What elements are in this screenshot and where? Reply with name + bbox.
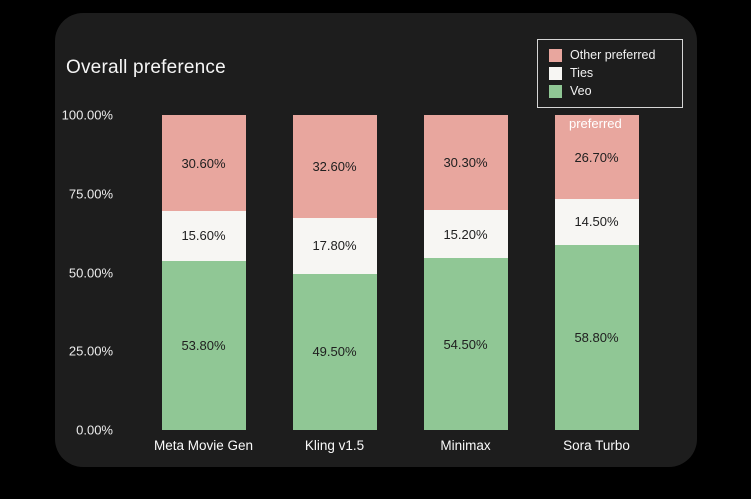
y-axis: 100.00% 75.00% 50.00% 25.00% 0.00% [61, 108, 113, 438]
bar-slot: 30.60% 15.60% 53.80% [138, 115, 269, 430]
x-axis-label: Kling v1.5 [304, 438, 365, 453]
bar-segment-label: 15.60% [181, 228, 226, 244]
bar-segment-veo: 54.50% [423, 258, 508, 430]
bar-segment-label: 32.60% [312, 158, 357, 174]
legend-overflow-label: preferred [569, 116, 622, 131]
bar-slot: 30.30% 15.20% 54.50% [400, 115, 531, 430]
x-axis-label: Sora Turbo [563, 438, 630, 453]
bar-segment-label: 30.30% [443, 155, 488, 171]
bar-slot: 26.70% 14.50% 58.80% [531, 115, 662, 430]
stacked-bar: 26.70% 14.50% 58.80% [554, 115, 639, 430]
stacked-bar: 32.60% 17.80% 49.50% [292, 115, 377, 430]
bar-slot: 32.60% 17.80% 49.50% [269, 115, 400, 430]
bar-segment-veo: 53.80% [161, 260, 246, 430]
bar-segment-veo: 49.50% [292, 273, 377, 430]
bar-segment-label: 30.60% [181, 155, 226, 171]
bar-segment-ties: 17.80% [292, 217, 377, 274]
x-axis: Meta Movie Gen Kling v1.5 Minimax Sora Turb… [138, 438, 662, 453]
x-axis-label: Meta Movie Gen [153, 438, 254, 453]
bar-segment-ties: 15.20% [423, 210, 508, 259]
bar-segment-label: 58.80% [574, 329, 619, 345]
y-axis-tick: 25.00% [68, 343, 113, 359]
bar-segment-label: 53.80% [181, 337, 226, 353]
x-axis-label: Minimax [440, 438, 491, 453]
y-axis-tick: 50.00% [68, 265, 113, 280]
bar-segment-other-preferred: 30.30% [423, 115, 508, 211]
legend-label-veo: Veo [570, 84, 592, 98]
bar-segment-label: 54.50% [443, 336, 488, 352]
chart-title: Overall preference [66, 57, 226, 78]
legend-swatch-ties-icon [549, 67, 562, 80]
legend-item-other-preferred: Other preferred [549, 48, 671, 63]
bar-segment-label: 49.50% [312, 344, 357, 360]
bar-segment-other-preferred: 30.60% [161, 115, 246, 212]
legend: Other preferred Ties Veo [537, 39, 683, 108]
legend-swatch-veo-icon [549, 85, 562, 98]
stacked-bar: 30.60% 15.60% 53.80% [161, 115, 246, 430]
y-axis-tick: 100.00% [61, 107, 113, 123]
bar-segment-veo: 58.80% [554, 244, 639, 430]
plot-area: 30.60% 15.60% 53.80% 32.60% 17.80% 49.50% 30.3… [138, 115, 662, 430]
bar-segment-label: 15.20% [443, 226, 488, 242]
bar-segment-other-preferred: 32.60% [292, 115, 377, 218]
legend-item-veo: Veo [549, 84, 671, 99]
legend-label-ties: Ties [570, 66, 594, 80]
y-axis-tick: 0.00% [76, 422, 113, 438]
bar-segment-ties: 14.50% [554, 199, 639, 245]
legend-swatch-other-preferred-icon [549, 49, 562, 62]
legend-label-other-preferred: Other preferred [570, 48, 656, 62]
bar-segment-label: 17.80% [312, 238, 357, 254]
stacked-bar: 30.30% 15.20% 54.50% [423, 115, 508, 430]
bar-segment-label: 26.70% [574, 149, 619, 165]
bar-segment-other-preferred: 26.70% [554, 115, 639, 200]
bar-segment-ties: 15.60% [161, 211, 246, 261]
y-axis-tick: 75.00% [68, 186, 113, 202]
bar-segment-label: 14.50% [574, 214, 619, 230]
legend-item-ties: Ties [549, 66, 671, 81]
chart-card: Overall preference Other preferred Ties … [55, 13, 697, 467]
